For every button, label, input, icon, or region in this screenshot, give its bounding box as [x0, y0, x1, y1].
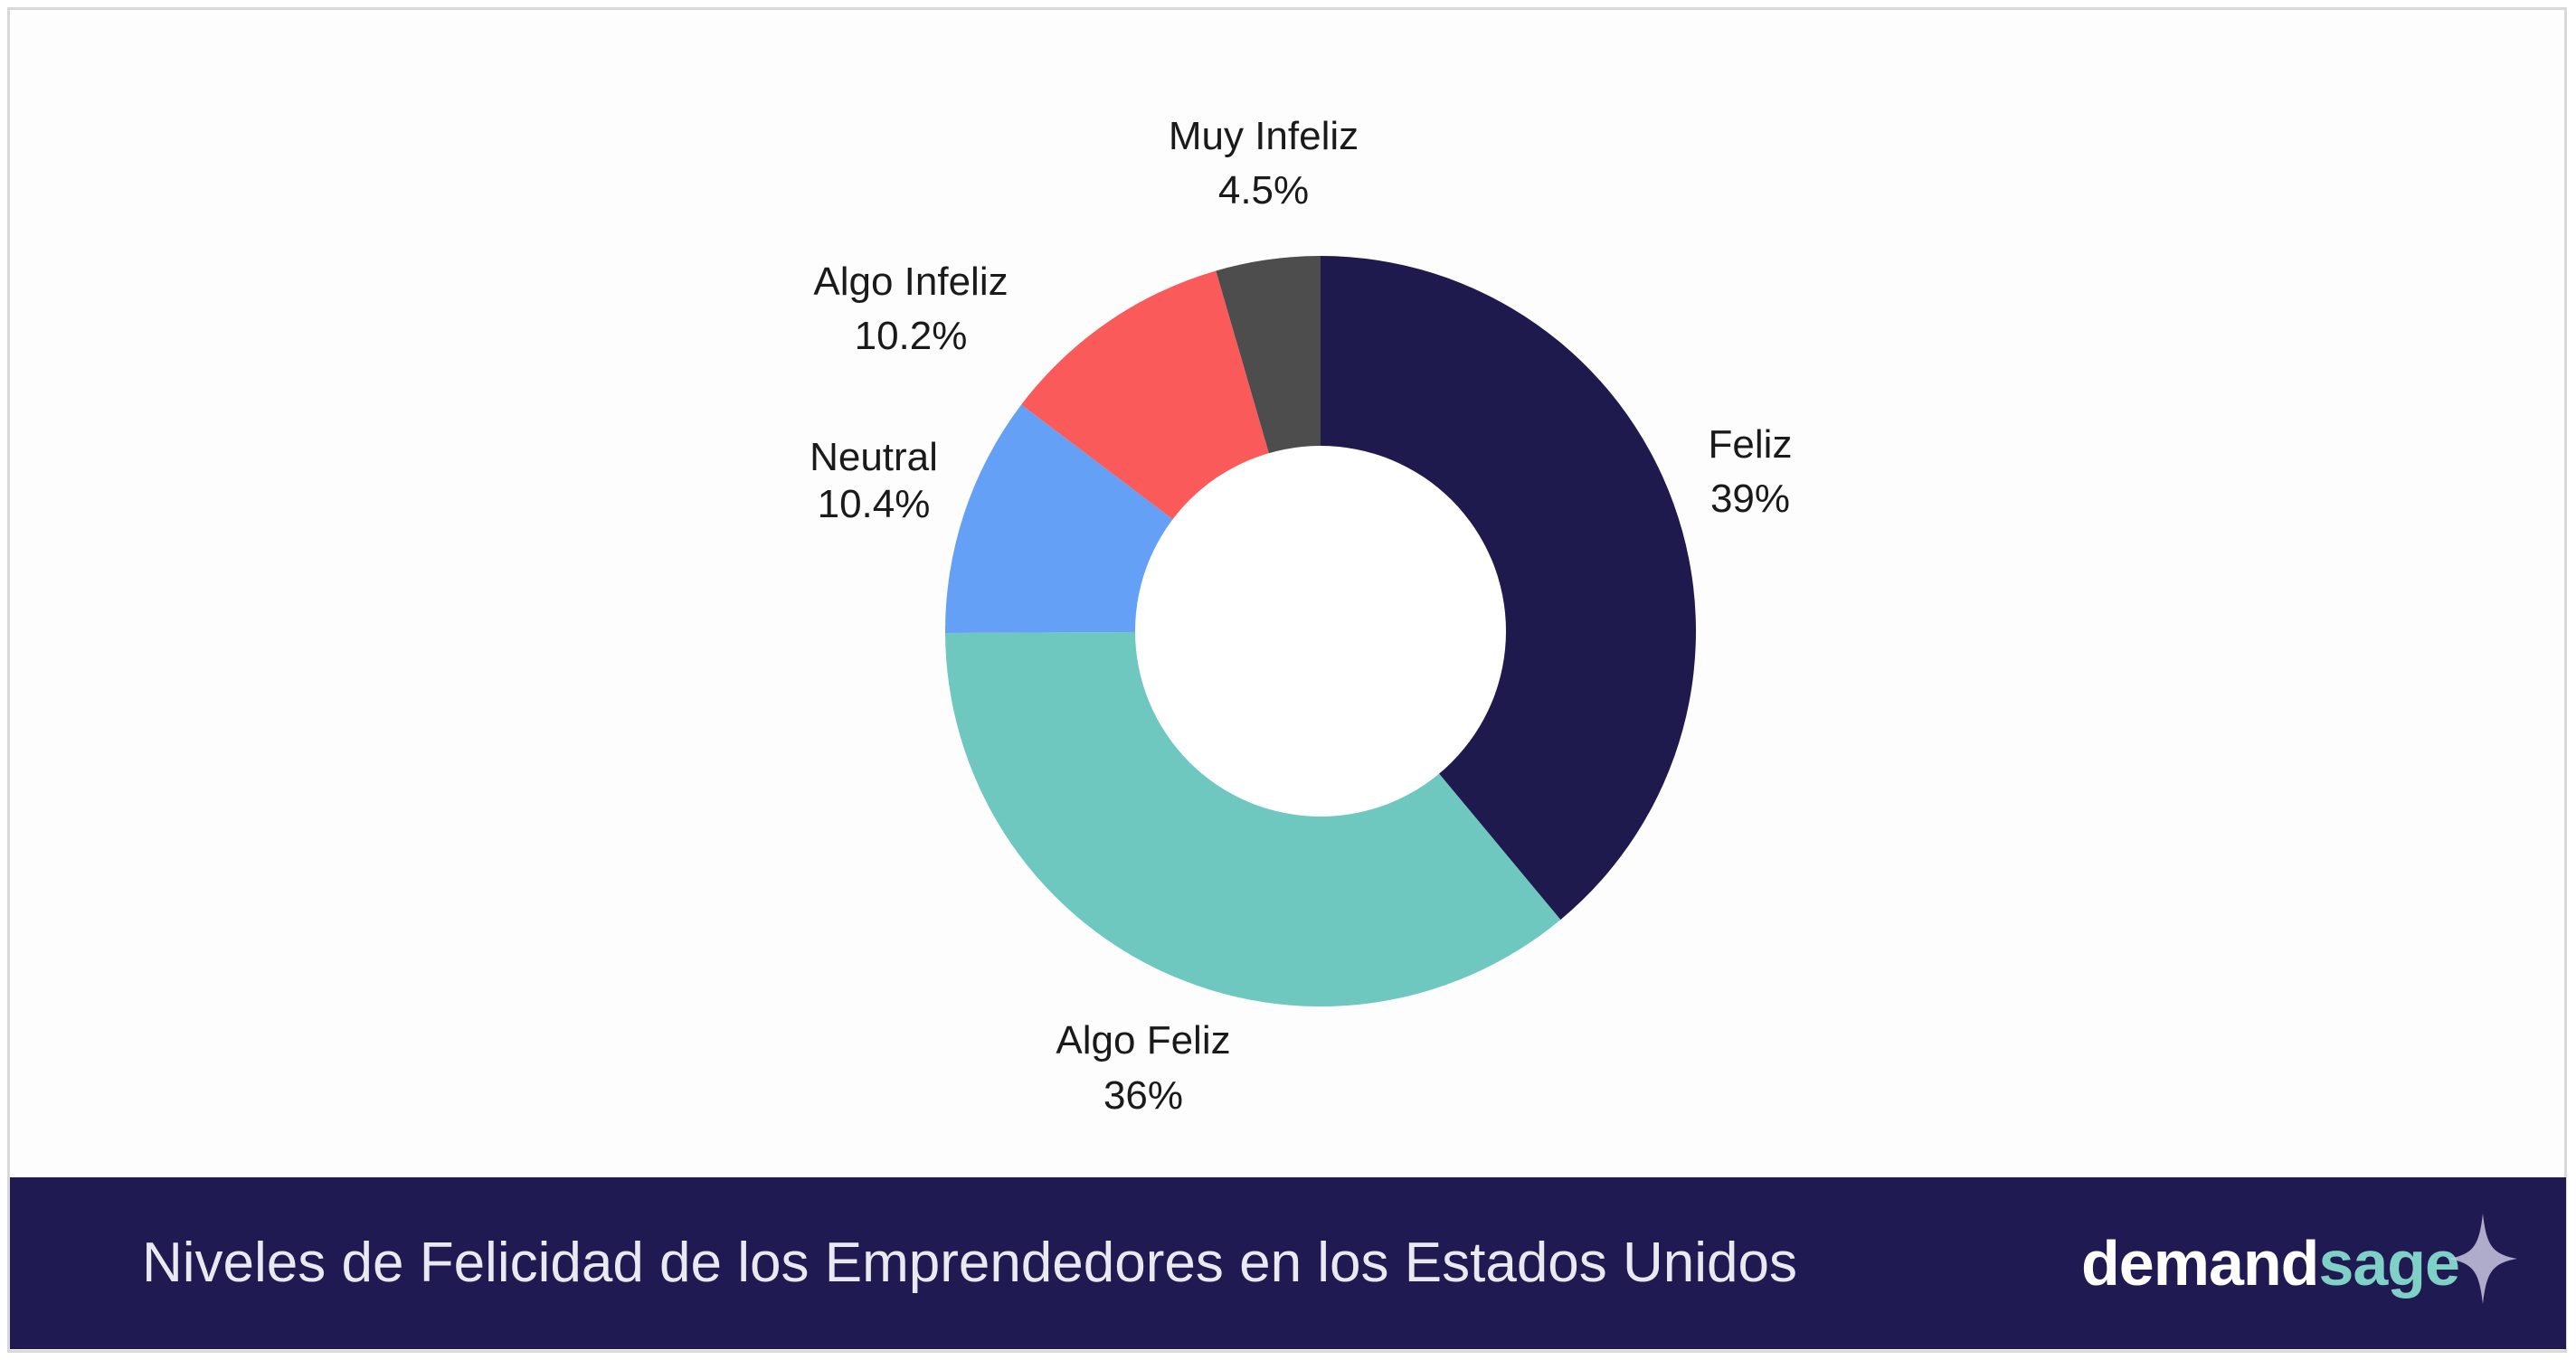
- label-feliz-name: Feliz: [1709, 422, 1793, 467]
- brand-logo: demandsage: [2081, 1177, 2519, 1349]
- chart-title: Niveles de Felicidad de los Emprendedore…: [142, 1232, 1797, 1294]
- footer-banner: Niveles de Felicidad de los Emprendedore…: [10, 1177, 2566, 1349]
- donut-chart: Feliz 39% Algo Feliz 36% Neutral 10.4% A…: [810, 114, 1793, 1118]
- brand-part-demand: demand: [2081, 1228, 2319, 1299]
- label-neutral-name: Neutral: [810, 435, 938, 479]
- slices: [945, 256, 1696, 1006]
- donut-hole: [1135, 446, 1506, 817]
- brand-part-sage: sage: [2318, 1228, 2460, 1299]
- slice-feliz: [1321, 256, 1696, 921]
- sparkle-icon: [2448, 1214, 2517, 1304]
- label-algo-feliz-value: 36%: [1103, 1073, 1183, 1118]
- label-feliz-value: 39%: [1710, 477, 1790, 521]
- label-algo-infeliz-name: Algo Infeliz: [813, 260, 1008, 304]
- brand-wordmark: demandsage: [2081, 1227, 2460, 1299]
- label-algo-feliz-name: Algo Feliz: [1056, 1018, 1230, 1062]
- label-algo-infeliz-value: 10.2%: [855, 314, 968, 358]
- slice-algo-feliz: [945, 631, 1561, 1006]
- label-neutral-value: 10.4%: [818, 482, 931, 526]
- label-muy-infeliz-value: 4.5%: [1218, 168, 1309, 212]
- label-muy-infeliz-name: Muy Infeliz: [1169, 114, 1359, 158]
